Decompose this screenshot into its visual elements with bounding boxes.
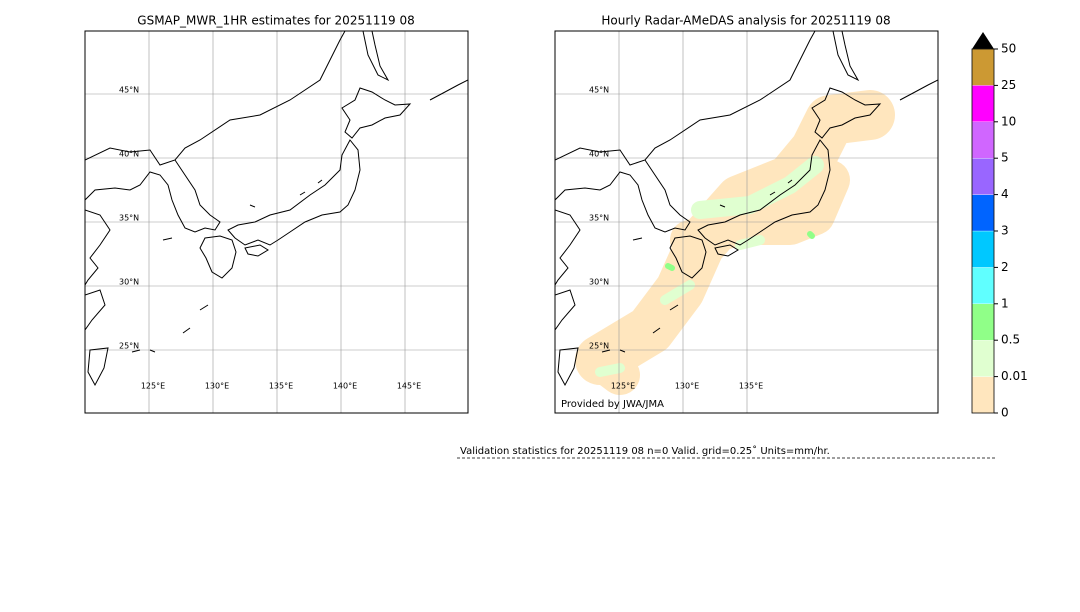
colorbar-segment — [971, 340, 995, 377]
colorbar-label: 10 — [1001, 114, 1016, 128]
coastline — [85, 31, 468, 386]
credit: Provided by JWA/JMA — [561, 399, 664, 410]
lon-label: 135°E — [269, 382, 293, 391]
map — [555, 31, 938, 413]
lat-label: 25°N — [119, 342, 139, 351]
colorbar-segment — [971, 230, 995, 268]
colorbar-label: 3 — [1001, 224, 1009, 238]
colorbar-label: 1 — [1001, 296, 1009, 310]
lon-label: 125°E — [611, 382, 635, 391]
lon-label: 130°E — [205, 382, 229, 391]
colorbar-label: 0 — [1001, 406, 1009, 420]
map — [85, 31, 468, 413]
colorbar-segment — [971, 121, 995, 159]
lat-label: 45°N — [119, 86, 139, 95]
colorbar-segment — [971, 267, 995, 304]
lon-label: 145°E — [397, 382, 421, 391]
lat-label: 35°N — [589, 214, 609, 223]
map-frame — [554, 30, 939, 414]
colorbar-label: 2 — [1001, 260, 1009, 274]
validation-stats: Validation statistics for 20251119 08 n=… — [460, 445, 830, 457]
colorbar-label: 4 — [1001, 187, 1009, 201]
lat-label: 40°N — [589, 150, 609, 159]
lat-label: 45°N — [589, 86, 609, 95]
lon-label: 130°E — [675, 382, 699, 391]
colorbar-label: 25 — [1001, 78, 1016, 92]
lat-label: 40°N — [119, 150, 139, 159]
lon-label: 125°E — [141, 382, 165, 391]
colorbar-segment — [971, 194, 995, 232]
lat-label: 35°N — [119, 214, 139, 223]
colorbar-label: 0.5 — [1001, 333, 1020, 347]
precip-area — [575, 90, 895, 395]
colorbar-extend — [972, 32, 994, 49]
lon-label: 135°E — [739, 382, 763, 391]
lon-label: 140°E — [333, 382, 357, 391]
lat-label: 30°N — [589, 278, 609, 287]
colorbar-label: 0.01 — [1001, 369, 1028, 383]
colorbar-segment — [971, 376, 995, 414]
colorbar: 0 0.01 0.5 1 2 3 4 5 10 25 50 — [971, 32, 1028, 420]
colorbar-label: 5 — [1001, 151, 1009, 165]
colorbar-segment — [971, 303, 995, 341]
lat-label: 25°N — [589, 342, 609, 351]
colorbar-segment — [971, 48, 995, 86]
colorbar-segment — [971, 85, 995, 122]
map-frame — [84, 30, 469, 414]
panel-title: GSMAP_MWR_1HR estimates for 20251119 08 — [137, 14, 414, 28]
lat-label: 30°N — [119, 278, 139, 287]
colorbar-segment — [971, 158, 995, 195]
colorbar-label: 50 — [1001, 42, 1016, 56]
panel-title: Hourly Radar-AMeDAS analysis for 2025111… — [601, 14, 890, 28]
